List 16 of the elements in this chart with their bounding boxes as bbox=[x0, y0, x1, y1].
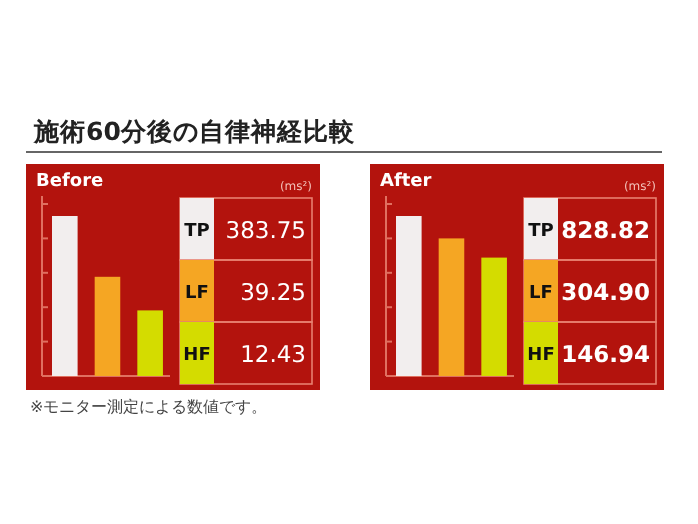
text: HF bbox=[183, 346, 211, 366]
text: TP bbox=[528, 222, 555, 242]
chart-subtitle: After bbox=[380, 172, 433, 192]
chart-title: 施術60分後の自律神経比較 bbox=[32, 116, 357, 146]
chart-subtitle: Before bbox=[36, 172, 104, 192]
text: ※モニター測定による数値です。 bbox=[30, 398, 268, 416]
text: 12.43 bbox=[240, 340, 306, 368]
text: LF bbox=[185, 284, 209, 304]
text: 383.75 bbox=[225, 216, 306, 244]
text: 39.25 bbox=[240, 278, 306, 306]
text: HF bbox=[527, 346, 555, 366]
text: TP bbox=[184, 222, 211, 242]
text: 146.94 bbox=[561, 340, 650, 368]
text: 304.90 bbox=[561, 278, 650, 306]
text: 828.82 bbox=[561, 216, 650, 244]
text: LF bbox=[529, 284, 553, 304]
